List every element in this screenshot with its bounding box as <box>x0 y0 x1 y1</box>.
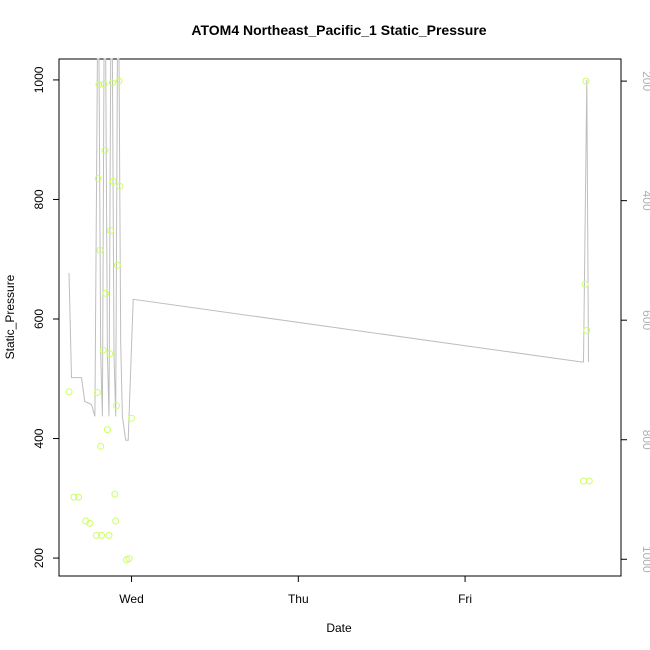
data-point <box>102 289 110 297</box>
secondary-y-tick-label: 1000 <box>640 546 650 573</box>
data-point <box>105 531 113 539</box>
chart-title: ATOM4 Northeast_Pacific_1 Static_Pressur… <box>191 22 486 38</box>
x-axis-label: Date <box>326 621 352 635</box>
x-axis: Wed Thu Fri <box>119 575 472 606</box>
secondary-y-axis: 200 400 600 800 1000 <box>620 71 650 573</box>
y-tick-label: 200 <box>32 548 46 568</box>
data-point <box>94 175 102 182</box>
data-point <box>103 426 111 434</box>
series-layer <box>65 58 593 564</box>
data-point <box>93 531 100 539</box>
data-point <box>113 402 120 410</box>
data-point <box>116 182 124 190</box>
data-point <box>128 414 135 422</box>
data-point <box>581 280 589 288</box>
y-tick-label: 800 <box>32 189 46 209</box>
y-tick-label: 400 <box>32 428 46 448</box>
data-point <box>86 519 94 527</box>
data-point <box>99 346 107 354</box>
y-tick-label: 600 <box>32 309 46 329</box>
data-point <box>583 326 591 334</box>
data-point <box>108 79 116 87</box>
data-point <box>115 77 123 85</box>
y-axis-label: Static_Pressure <box>3 274 17 359</box>
y-axis: 200 400 600 800 1000 <box>32 66 60 568</box>
data-point <box>113 261 121 269</box>
data-point <box>101 146 109 154</box>
data-point <box>93 389 101 396</box>
data-point <box>95 81 103 89</box>
data-point <box>111 490 119 498</box>
data-point <box>125 555 133 563</box>
secondary-y-tick-label: 800 <box>640 430 650 450</box>
x-tick-label: Fri <box>458 592 472 606</box>
x-tick-label: Wed <box>119 592 143 606</box>
data-point <box>70 493 78 501</box>
secondary-y-tick-label: 200 <box>640 71 650 91</box>
data-point <box>582 77 590 85</box>
data-point <box>107 227 115 234</box>
data-point <box>96 246 104 254</box>
data-point <box>98 531 105 539</box>
data-point <box>585 477 593 485</box>
secondary-y-tick-label: 600 <box>640 310 650 330</box>
secondary-y-tick-label: 400 <box>640 191 650 211</box>
data-point <box>106 350 114 358</box>
data-point <box>75 493 82 501</box>
data-point <box>100 80 108 88</box>
data-point <box>112 517 120 525</box>
x-tick-label: Thu <box>288 592 309 606</box>
y-tick-label: 1000 <box>32 66 46 93</box>
data-point <box>65 388 73 396</box>
data-point <box>97 442 105 450</box>
data-point <box>109 178 117 185</box>
